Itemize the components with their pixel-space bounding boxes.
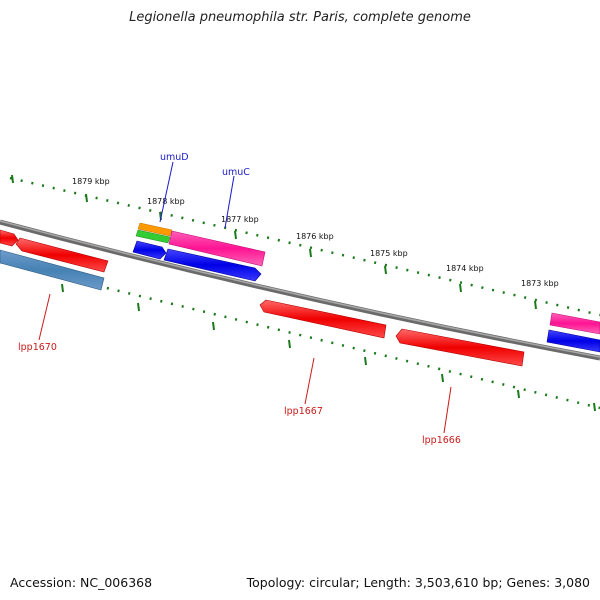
gene-feature-blue-2	[163, 248, 262, 282]
inner-tick-ring	[0, 260, 600, 410]
gene-feature-pink-right	[549, 312, 600, 335]
backbone-highlight	[0, 220, 600, 358]
genome-summary-text: Topology: circular; Length: 3,503,610 bp…	[246, 575, 590, 590]
tick-label-1876: 1876 kbp	[296, 232, 334, 241]
tick-label-1874: 1874 kbp	[446, 264, 484, 273]
gene-feature-umuC	[168, 230, 266, 267]
inner-major-ticks	[61, 283, 596, 412]
gene-feature-steelblue	[0, 249, 105, 291]
tick-label-1878: 1878 kbp	[147, 197, 185, 206]
gene-label-lpp1666: lpp1666	[422, 435, 461, 446]
label-leaders	[38, 161, 452, 434]
leader-umuD	[159, 161, 174, 223]
tick-label-1873: 1873 kbp	[521, 279, 559, 288]
gene-label-lpp1670: lpp1670	[18, 342, 57, 353]
gene-label-lpp1667: lpp1667	[284, 406, 323, 417]
gene-feature-green	[135, 229, 171, 244]
gene-feature-lpp1667	[259, 299, 387, 339]
gene-feature-blue-1	[132, 240, 167, 260]
accession-text: Accession: NC_006368	[10, 575, 153, 590]
gene-feature-orange	[137, 222, 173, 237]
tick-label-1875: 1875 kbp	[370, 249, 408, 258]
gene-label-umuD: umuD	[160, 152, 189, 163]
backbone-arc	[0, 219, 600, 361]
gene-feature-red-1	[15, 237, 109, 273]
leader-lpp1666	[443, 386, 452, 434]
gene-feature-red-left-partial	[0, 229, 19, 247]
gene-feature-blue-right	[546, 329, 600, 353]
tick-label-1879: 1879 kbp	[72, 177, 110, 186]
leader-lpp1670	[38, 293, 51, 341]
gene-labels: umuD umuC lpp1670 lpp1667 lpp1666	[18, 152, 461, 446]
outer-major-ticks	[11, 174, 537, 310]
tick-labels: 1879 kbp 1878 kbp 1877 kbp 1876 kbp 1875…	[72, 177, 559, 288]
leader-lpp1667	[304, 357, 315, 405]
map-title: Legionella pneumophila str. Paris, compl…	[129, 10, 471, 25]
gene-feature-lpp1666	[395, 328, 525, 367]
tick-label-1877: 1877 kbp	[221, 215, 259, 224]
gene-label-umuC: umuC	[222, 167, 250, 178]
leader-umuC	[224, 175, 235, 229]
